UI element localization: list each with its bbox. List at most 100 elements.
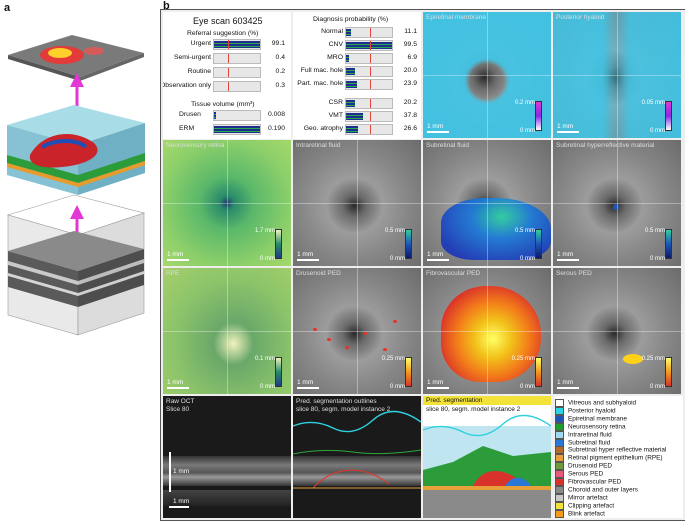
raw-oct-label: Raw OCT xyxy=(166,398,195,405)
legend-swatch xyxy=(555,478,564,486)
scale-bar-label: 1 mm xyxy=(297,251,314,258)
fibrovascular-overlay xyxy=(441,286,541,382)
diagnosis-label: MRO xyxy=(327,54,343,61)
colorbar-max-label: 0.25 mm xyxy=(511,356,535,362)
colorbar-max-label: 0.5 mm xyxy=(644,228,665,234)
segmentation-legend: Vitreous and subhyaloid Posterior hyaloid… xyxy=(555,396,683,518)
map-title: Posterior hyaloid xyxy=(556,14,605,21)
referral-bar xyxy=(213,67,261,78)
colorbar xyxy=(665,101,672,131)
legend-item: Subretinal fluid xyxy=(555,438,610,447)
diagnosis-panel: Diagnosis probability (%) Normal 11.1 CNV 9… xyxy=(293,12,421,139)
colorbar xyxy=(405,357,412,387)
scale-bar xyxy=(297,259,319,261)
colorbar xyxy=(665,229,672,259)
referral-value: 0.4 xyxy=(275,54,285,61)
threshold-line xyxy=(227,40,229,49)
map-tile: Subretinal fluid 1 mm 0.5 mm 0 mm xyxy=(423,140,551,266)
threshold-line xyxy=(369,41,371,50)
drusen-dot xyxy=(345,346,349,349)
crosshair-vertical xyxy=(617,12,618,138)
legend-item: Subretinal hyper reflective material xyxy=(555,446,666,455)
map-title: Serous PED xyxy=(556,270,592,277)
threshold-line xyxy=(369,112,371,121)
colorbar-max-label: 0.25 mm xyxy=(381,356,405,362)
diagnosis-bar-fill xyxy=(346,55,350,62)
colorbar-min-label: 0 mm xyxy=(260,384,275,390)
referral-panel: Eye scan 603425 Referral suggestion (%) … xyxy=(163,12,291,139)
colorbar-min-label: 0 mm xyxy=(650,256,665,262)
diagnosis-bar-fill xyxy=(346,126,359,133)
threshold-line xyxy=(369,67,371,76)
legend-swatch xyxy=(555,399,564,407)
scale-bar xyxy=(167,259,189,261)
legend-label: Retinal pigment epithelium (RPE) xyxy=(568,454,663,462)
referral-bar xyxy=(213,81,261,92)
colorbar xyxy=(535,101,542,131)
figure-frame: Eye scan 603425 Referral suggestion (%) … xyxy=(160,9,685,521)
raw-oct-scale-h: 1 mm xyxy=(173,498,190,505)
legend-label: Fibrovascular PED xyxy=(568,478,622,486)
crosshair-horizontal xyxy=(553,75,681,76)
map-title: Intraretinal fluid xyxy=(296,142,341,149)
drusen-dot xyxy=(327,338,331,341)
tissue-bar-fill xyxy=(214,112,216,119)
diagnosis-value: 20.0 xyxy=(403,67,417,74)
diagnosis-bar-fill xyxy=(346,42,392,49)
map-tile: Subretinal hyperreflective material 1 mm 0… xyxy=(553,140,681,266)
membrane-overlay xyxy=(553,12,681,138)
legend-item: Serous PED xyxy=(555,470,604,479)
referral-value: 0.3 xyxy=(275,82,285,89)
colorbar-min-label: 0 mm xyxy=(260,256,275,262)
seg-label: Pred. segmentation xyxy=(426,397,483,404)
crosshair-horizontal xyxy=(423,331,551,332)
crosshair-vertical xyxy=(487,12,488,138)
seg-slice: slice 80, segm. model instance 2 xyxy=(426,406,521,413)
map-tile: RPE 1 mm 0.1 mm 0 mm xyxy=(163,268,291,394)
referral-bar xyxy=(213,53,261,64)
colorbar-min-label: 0 mm xyxy=(390,384,405,390)
map-tile: Neurosensory retina 1 mm 1.7 mm 0 mm xyxy=(163,140,291,266)
legend-item: Fibrovascular PED xyxy=(555,478,621,486)
scale-bar xyxy=(427,131,449,133)
legend-label: Serous PED xyxy=(568,470,604,478)
oct-volume-diagram xyxy=(6,35,146,336)
legend-item: Choroid and outer layers xyxy=(555,485,638,494)
drusen-dot xyxy=(383,348,387,351)
scale-bar xyxy=(557,131,579,133)
diagnosis-bar xyxy=(345,40,393,51)
map-title: Fibrovascular PED xyxy=(426,270,481,277)
raw-oct-panel: Raw OCT Slice 80 1 mm 1 mm xyxy=(163,396,291,518)
legend-swatch xyxy=(555,438,564,447)
legend-swatch xyxy=(555,422,564,431)
colorbar-min-label: 0 mm xyxy=(520,128,535,134)
colorbar-max-label: 0.5 mm xyxy=(514,228,535,234)
scale-bar xyxy=(557,259,579,261)
map-tile: Intraretinal fluid 1 mm 0.5 mm 0 mm xyxy=(293,140,421,266)
tissue-label: ERM xyxy=(179,125,195,132)
diagnosis-label: Normal xyxy=(321,28,343,35)
map-title: RPE xyxy=(166,270,180,277)
crosshair-horizontal xyxy=(163,203,291,204)
legend-item: Neurosensory retina xyxy=(555,422,626,431)
colorbar xyxy=(535,357,542,387)
scale-bar xyxy=(427,387,449,389)
scale-bar-label: 1 mm xyxy=(557,251,574,258)
legend-item: Mirror artefact xyxy=(555,493,608,502)
legend-item: Epiretinal membrane xyxy=(555,414,627,423)
colorbar-max-label: 0.05 mm xyxy=(641,100,665,106)
diagnosis-label: Part. mac. hole xyxy=(297,80,343,87)
threshold-line xyxy=(369,80,371,89)
colorbar-min-label: 0 mm xyxy=(520,384,535,390)
colorbar xyxy=(405,229,412,259)
colorbar-max-label: 0.1 mm xyxy=(254,356,275,362)
threshold-line xyxy=(227,54,229,63)
map-title: Drusenoid PED xyxy=(296,270,341,277)
legend-item: Drusenoid PED xyxy=(555,462,612,471)
map-tile: Serous PED 1 mm 0.25 mm 0 mm xyxy=(553,268,681,394)
legend-label: Intraretinal fluid xyxy=(568,431,612,439)
legend-swatch xyxy=(555,406,564,415)
map-tile: Posterior hyaloid 1 mm 0.05 mm 0 mm xyxy=(553,12,681,138)
colorbar xyxy=(275,229,282,259)
referral-value: 99.1 xyxy=(271,40,285,47)
